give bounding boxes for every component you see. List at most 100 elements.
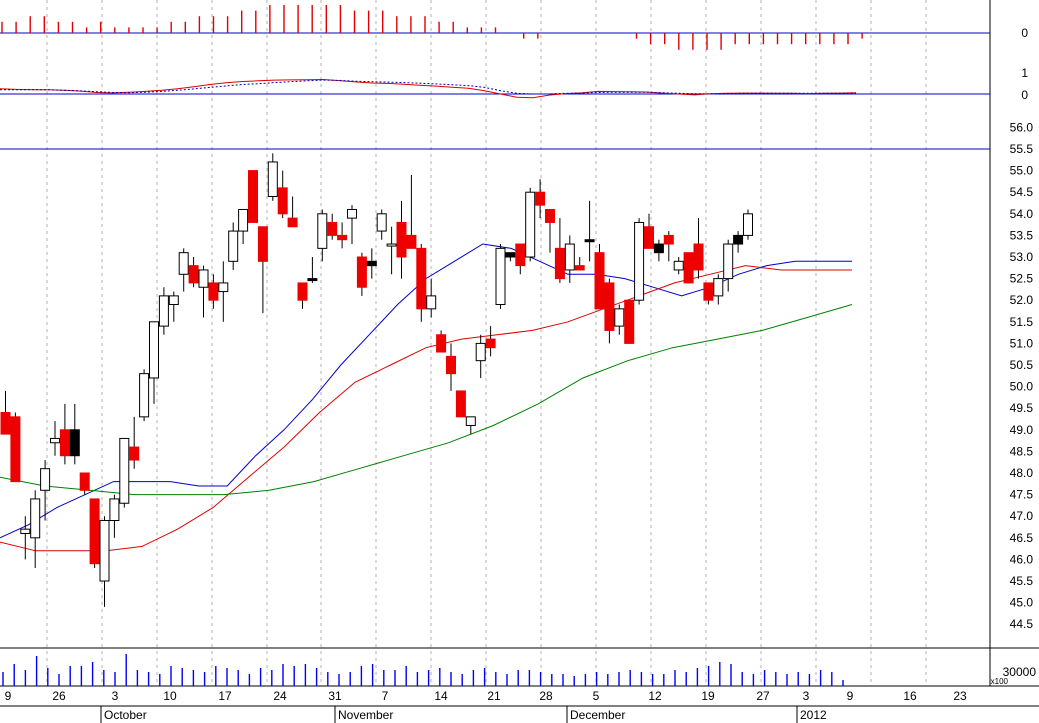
candle-body <box>119 437 130 504</box>
candlestick <box>79 472 90 495</box>
chart-gridlines <box>46 0 927 686</box>
candlestick <box>248 170 258 223</box>
candlestick <box>416 244 427 322</box>
candle-body <box>416 247 427 310</box>
date-tick-label: 9 <box>5 689 12 703</box>
candlestick <box>525 187 536 262</box>
candle-body <box>693 243 704 271</box>
candlestick <box>307 257 318 283</box>
candle-body <box>20 528 31 534</box>
candle-body <box>327 221 338 236</box>
candlestick <box>277 170 288 219</box>
candlestick <box>574 257 585 271</box>
candlestick <box>168 291 179 322</box>
price-tick-label: 53.5 <box>1010 228 1034 242</box>
candle-body <box>0 412 11 435</box>
candle-body <box>406 234 417 249</box>
candlestick-series <box>0 153 753 607</box>
candlestick <box>347 205 357 245</box>
date-tick-label: 26 <box>52 689 66 703</box>
candle-body <box>723 243 734 280</box>
date-tick-label: 16 <box>903 689 917 703</box>
candlestick <box>663 231 674 262</box>
histogram-tick-label: 0 <box>1021 26 1028 40</box>
candlestick <box>554 218 565 283</box>
candle-body <box>158 295 169 327</box>
candle-body <box>564 243 575 271</box>
candlestick <box>475 334 486 378</box>
oscillator-tick-label: 0 <box>1021 88 1028 102</box>
candle-body <box>139 373 150 418</box>
candle-body <box>10 416 21 483</box>
candlestick <box>703 282 714 305</box>
candlestick <box>59 403 70 465</box>
candle-body <box>79 472 90 491</box>
candle-body <box>168 295 179 306</box>
candlestick <box>337 222 348 249</box>
candlestick <box>228 222 239 270</box>
candle-body <box>109 498 120 522</box>
candlestick <box>515 243 526 275</box>
price-tick-label: 52.0 <box>1010 293 1034 307</box>
price-tick-label: 48.0 <box>1010 466 1034 480</box>
date-tick-label: 12 <box>648 689 662 703</box>
candlestick <box>158 287 169 335</box>
candle-body <box>238 208 249 232</box>
candlestick <box>188 257 199 288</box>
chart-frame <box>0 0 1039 707</box>
date-tick-label: 14 <box>434 689 448 703</box>
candle-body <box>317 213 328 249</box>
candlestick <box>723 239 734 292</box>
candlestick <box>733 231 744 253</box>
candle-body <box>178 252 189 275</box>
candle-body <box>347 208 357 219</box>
candlestick <box>396 200 407 279</box>
date-tick-label: 3 <box>803 689 810 703</box>
date-tick-label: 7 <box>382 689 389 703</box>
candle-body <box>277 187 288 215</box>
candle-body <box>40 468 51 491</box>
month-label: 2012 <box>800 708 827 722</box>
candle-body <box>624 299 635 344</box>
candlestick <box>545 208 555 253</box>
candle-body <box>99 520 110 582</box>
candlestick <box>139 369 150 422</box>
candle-body <box>594 252 605 310</box>
candlestick <box>257 226 268 314</box>
date-tick-label: 3 <box>112 689 119 703</box>
moving-average-ma-mid <box>0 265 852 552</box>
volume-unit-label: x100 <box>991 677 1009 686</box>
candle-body <box>495 247 506 306</box>
price-tick-label: 45.0 <box>1010 596 1034 610</box>
month-label: October <box>104 708 147 722</box>
date-tick-label: 5 <box>593 689 600 703</box>
candle-body <box>228 230 239 262</box>
price-tick-label: 56.0 <box>1010 120 1034 134</box>
candle-body <box>208 282 219 301</box>
candle-body <box>218 282 229 293</box>
candle-body <box>485 338 496 349</box>
candlestick <box>40 460 51 521</box>
candlestick <box>356 252 367 296</box>
volume-tick-label: 30000 <box>1003 665 1037 679</box>
price-tick-label: 47.0 <box>1010 509 1034 523</box>
candle-body <box>683 252 694 284</box>
candle-body <box>376 213 387 232</box>
candlestick <box>604 278 615 344</box>
candlestick <box>446 343 456 391</box>
candle-body <box>267 161 278 198</box>
axis-labels: 01056.055.555.054.554.053.553.052.552.05… <box>5 26 1037 723</box>
candlestick <box>119 437 130 508</box>
candle-body <box>713 278 724 297</box>
date-tick-label: 23 <box>953 689 967 703</box>
date-tick-label: 27 <box>756 689 770 703</box>
price-tick-label: 50.5 <box>1010 358 1034 372</box>
candle-body <box>307 278 318 282</box>
candlestick <box>30 490 41 569</box>
candlestick <box>267 153 278 201</box>
candle-body <box>634 221 645 301</box>
price-tick-label: 44.5 <box>1010 617 1034 631</box>
candle-body <box>535 191 546 206</box>
candlestick <box>238 208 249 245</box>
candlestick <box>317 209 328 262</box>
